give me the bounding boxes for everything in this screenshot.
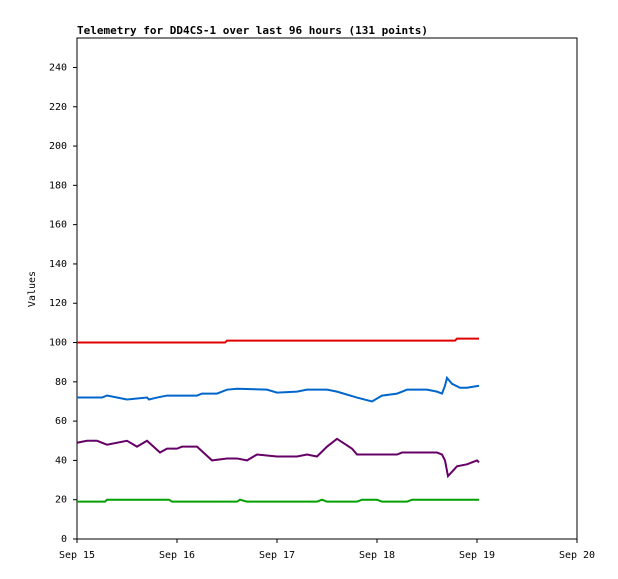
chart-title: Telemetry for DD4CS-1 over last 96 hours…: [77, 24, 428, 37]
x-tick-label: Sep 15: [59, 550, 95, 561]
y-tick-label: 0: [61, 534, 67, 545]
plot-frame: [76, 37, 578, 540]
data-line: [76, 437, 480, 479]
y-tick-label: 160: [49, 220, 67, 231]
data-line: [77, 337, 479, 344]
y-axis-label: Values: [27, 271, 38, 307]
y-tick-label: 220: [49, 102, 67, 113]
y-tick-label: 140: [49, 259, 67, 270]
y-tick-label: 100: [49, 338, 67, 349]
x-tick-label: Sep 16: [159, 550, 195, 561]
y-tick-label: 20: [55, 495, 67, 506]
x-tick-label: Sep 18: [359, 550, 395, 561]
y-tick-label: 180: [49, 180, 67, 191]
y-tick-label: 240: [49, 62, 67, 73]
data-line: [77, 498, 479, 503]
y-tick-label: 60: [55, 416, 67, 427]
y-tick-label: 200: [49, 141, 67, 152]
y-tick-label: 80: [55, 377, 67, 388]
y-tick-label: 120: [49, 298, 67, 309]
y-tick-label: 40: [55, 455, 67, 466]
x-tick-label: Sep 17: [259, 550, 295, 561]
x-tick-label: Sep 20: [559, 550, 595, 561]
data-line: [77, 375, 480, 403]
x-tick-label: Sep 19: [459, 550, 495, 561]
